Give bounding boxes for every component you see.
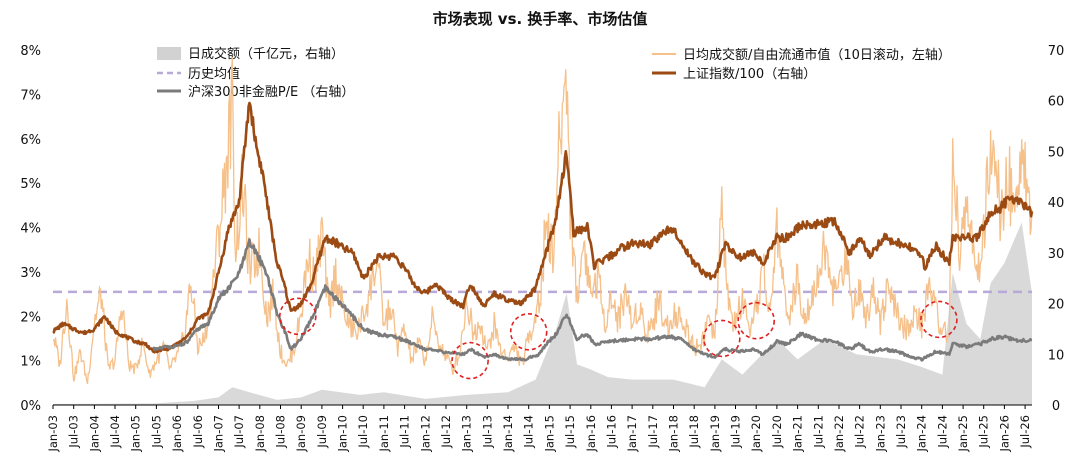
x-axis-tick-label: Jul-13 bbox=[480, 415, 494, 449]
x-axis-tick-label: Jul-25 bbox=[977, 415, 991, 449]
x-axis-tick-label: Jan-21 bbox=[791, 415, 805, 453]
right-axis-tick-label: 40 bbox=[1048, 196, 1065, 211]
legend-label-volume: 日成交额（千亿元，右轴） bbox=[188, 46, 344, 62]
series-turnover-ratio-line bbox=[52, 57, 1033, 384]
x-axis-tick-label: Jan-13 bbox=[460, 415, 474, 453]
x-axis-tick-label: Jan-24 bbox=[915, 415, 929, 453]
legend-item-sh-index: 上证指数/100（右轴） bbox=[652, 67, 816, 82]
annotation-circles-layer bbox=[278, 297, 958, 380]
left-axis-tick-label: 4% bbox=[20, 222, 41, 237]
x-axis-tick-label: Jul-07 bbox=[232, 415, 246, 449]
legend: 日成交额（千亿元，右轴） 历史均值 沪深300非金融P/E （右轴） 日均成交额… bbox=[157, 46, 951, 100]
annotation-circle-5 bbox=[737, 301, 776, 340]
annotation-circle-6 bbox=[920, 300, 958, 339]
x-axis-tick-label: Jul-24 bbox=[935, 415, 949, 449]
legend-item-volume: 日成交额（千亿元，右轴） bbox=[157, 46, 344, 62]
x-axis-tick-label: Jan-23 bbox=[873, 415, 887, 453]
x-axis-tick-label: Jan-25 bbox=[956, 415, 970, 453]
x-axis-tick-label: Jul-03 bbox=[67, 415, 81, 449]
x-axis-tick-label: Jul-14 bbox=[522, 415, 536, 449]
x-axis-tick-label: Jan-20 bbox=[749, 415, 763, 453]
left-axis-tick-label: 1% bbox=[20, 355, 41, 370]
x-axis-tick-label: Jul-23 bbox=[894, 415, 908, 449]
x-axis-tick-label: Jan-17 bbox=[625, 415, 639, 453]
x-axis-tick-label: Jul-12 bbox=[439, 415, 453, 449]
legend-label-hist-avg: 历史均值 bbox=[188, 66, 240, 82]
x-axis-tick-label: Jul-04 bbox=[108, 415, 122, 449]
x-axis-tick-label: Jan-04 bbox=[87, 415, 101, 453]
x-axis-tick-label: Jan-26 bbox=[997, 415, 1011, 453]
x-axis-tick-label: Jan-10 bbox=[336, 415, 350, 453]
x-axis-tick-label: Jul-10 bbox=[356, 415, 370, 449]
x-axis-tick-label: Jan-05 bbox=[129, 415, 143, 453]
right-axis-tick-label: 60 bbox=[1048, 95, 1065, 110]
series-volume-area bbox=[53, 222, 1032, 405]
left-axis-tick-label: 7% bbox=[20, 88, 41, 103]
left-axis-tick-label: 5% bbox=[20, 177, 41, 192]
legend-item-hist-avg: 历史均值 bbox=[157, 66, 240, 82]
x-axis-tick-label: Jul-21 bbox=[811, 415, 825, 449]
x-axis-tick-label: Jul-17 bbox=[646, 415, 660, 449]
x-axis-tick-label: Jul-11 bbox=[398, 415, 412, 449]
left-axis-tick-label: 8% bbox=[20, 44, 41, 59]
right-axis-tick-label: 10 bbox=[1048, 348, 1065, 363]
annotation-circle-3 bbox=[509, 312, 548, 351]
x-axis-tick-label: Jan-08 bbox=[253, 415, 267, 453]
axes-layer: 0% 1% 2% 3% 4% 5% 6% 7% 8% 0 10 20 30 40 50 60 70 Jan-03 J… bbox=[20, 44, 1064, 453]
legend-label-pe: 沪深300非金融P/E （右轴） bbox=[188, 84, 354, 100]
volume-area-layer bbox=[53, 222, 1032, 405]
x-axis-tick-label: Jul-22 bbox=[853, 415, 867, 449]
left-axis-tick-label: 6% bbox=[20, 133, 41, 148]
x-axis-tick-label: Jul-16 bbox=[604, 415, 618, 449]
annotation-circle-4 bbox=[702, 319, 741, 358]
x-axis-tick-label: Jan-07 bbox=[212, 415, 226, 453]
left-axis-tick-label: 0% bbox=[20, 399, 41, 414]
x-axis-tick-label: Jan-06 bbox=[170, 415, 184, 453]
x-axis-tick-label: Jan-22 bbox=[832, 415, 846, 453]
x-axis-tick-label: Jul-06 bbox=[191, 415, 205, 449]
series-pe-line bbox=[152, 238, 1033, 362]
right-axis-tick-label: 20 bbox=[1048, 298, 1065, 313]
x-axis-tick-label: Jan-09 bbox=[294, 415, 308, 453]
x-axis-tick-label: Jul-08 bbox=[274, 415, 288, 449]
x-axis-tick-label: Jan-18 bbox=[667, 415, 681, 453]
annotation-circle-2 bbox=[451, 341, 489, 380]
chart-title: 市场表现 vs. 换手率、市场估值 bbox=[433, 10, 648, 28]
series-lines-layer bbox=[52, 57, 1034, 384]
legend-label-sh-index: 上证指数/100（右轴） bbox=[683, 67, 816, 82]
right-axis-tick-label: 30 bbox=[1048, 247, 1065, 262]
x-axis-tick-label: Jan-19 bbox=[708, 415, 722, 453]
x-axis-tick-label: Jan-12 bbox=[418, 415, 432, 453]
legend-label-turnover-ratio: 日均成交额/自由流通市值（10日滚动，左轴） bbox=[683, 47, 951, 63]
left-axis-tick-label: 3% bbox=[20, 266, 41, 281]
annotation-circle-1 bbox=[278, 297, 317, 336]
x-axis-tick-label: Jan-03 bbox=[46, 415, 60, 453]
series-sh-index-line bbox=[52, 101, 1034, 354]
left-axis-tick-label: 2% bbox=[20, 310, 41, 325]
legend-item-pe: 沪深300非金融P/E （右轴） bbox=[157, 84, 354, 100]
x-axis-tick-label: Jul-19 bbox=[729, 415, 743, 449]
x-axis-tick-label: Jan-14 bbox=[501, 415, 515, 453]
x-axis-tick-label: Jul-20 bbox=[770, 415, 784, 449]
x-axis-tick-label: Jul-15 bbox=[563, 415, 577, 449]
x-axis-tick-label: Jul-05 bbox=[149, 415, 163, 449]
right-axis-tick-label: 50 bbox=[1048, 145, 1065, 160]
x-axis-tick-label: Jul-26 bbox=[1018, 415, 1032, 449]
legend-swatch-volume bbox=[157, 47, 181, 60]
x-axis-tick-label: Jan-16 bbox=[584, 415, 598, 453]
right-axis-tick-label: 0 bbox=[1052, 399, 1060, 414]
legend-item-turnover-ratio: 日均成交额/自由流通市值（10日滚动，左轴） bbox=[652, 47, 951, 63]
right-axis-tick-label: 70 bbox=[1048, 44, 1065, 59]
x-axis-tick-label: Jul-09 bbox=[315, 415, 329, 449]
x-axis-tick-label: Jul-18 bbox=[687, 415, 701, 449]
x-axis-tick-label: Jan-15 bbox=[542, 415, 556, 453]
x-axis-tick-label: Jan-11 bbox=[377, 415, 391, 453]
